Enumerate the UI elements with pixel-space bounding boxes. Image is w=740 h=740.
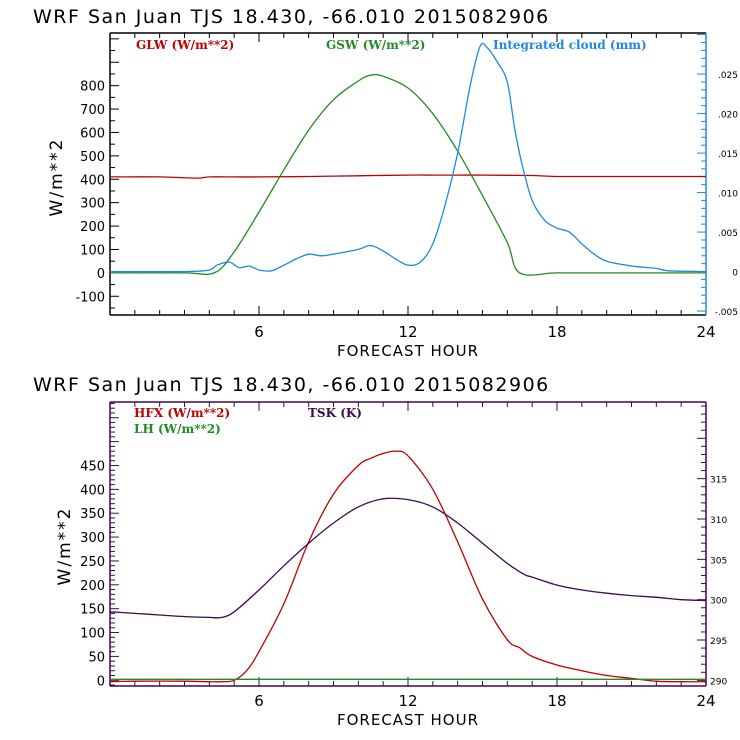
y2-tick-label: .020 xyxy=(718,111,738,121)
legend-glw: GLW (W/m**2) xyxy=(136,38,234,52)
y-tick-label: 250 xyxy=(80,555,105,570)
x-tick-label: 24 xyxy=(696,323,715,341)
y2-tick-label: 0 xyxy=(732,269,738,279)
y-tick-label: -100 xyxy=(75,290,105,305)
y-tick-label: 0 xyxy=(97,674,105,689)
y-tick-label: 700 xyxy=(80,103,105,118)
x-tick-label: 12 xyxy=(398,692,417,710)
y-tick-label: 200 xyxy=(80,579,105,594)
series-line-integrated xyxy=(109,42,707,273)
y-tick-label: 100 xyxy=(80,243,105,258)
x-tick-label: 18 xyxy=(547,323,566,341)
y-axis-label: W/m**2 xyxy=(55,507,75,586)
y2-tick-label: 290 xyxy=(710,677,727,687)
y-tick-label: 400 xyxy=(80,483,105,498)
y2-tick-label: 310 xyxy=(710,516,727,526)
legend-integrated-cloud: Integrated cloud (mm) xyxy=(493,38,647,52)
y2-tick-label: .010 xyxy=(718,190,738,200)
x-tick-label: 6 xyxy=(254,323,264,341)
y2-tick-label: .015 xyxy=(718,150,738,160)
series-line-tsk xyxy=(109,497,707,619)
y-tick-label: 800 xyxy=(80,80,105,95)
y-tick-label: 350 xyxy=(80,507,105,522)
legend-hfx: HFX (W/m**2) xyxy=(134,406,230,420)
y-tick-label: 450 xyxy=(80,459,105,474)
y-tick-label: 300 xyxy=(80,197,105,212)
y-tick-label: 400 xyxy=(80,173,105,188)
y2-tick-label: 295 xyxy=(710,637,727,647)
y-tick-label: 0 xyxy=(97,267,105,282)
y2-tick-label: 305 xyxy=(710,556,727,566)
legend-lh: LH (W/m**2) xyxy=(134,422,221,436)
y2-tick-label: 315 xyxy=(710,476,727,486)
y-tick-label: 200 xyxy=(80,220,105,235)
bottom-chart: WRF San Juan TJS 18.430, -66.010 2015082… xyxy=(33,374,727,729)
series-line-glw xyxy=(109,174,706,179)
x-axis-label: FORECAST HOUR xyxy=(337,711,479,729)
x-tick-label: 24 xyxy=(696,692,715,710)
chart-title: WRF San Juan TJS 18.430, -66.010 2015082… xyxy=(33,6,550,28)
series-line-gsw xyxy=(109,73,706,276)
y2-tick-label: .025 xyxy=(718,71,738,81)
legend-tsk: TSK (K) xyxy=(308,406,362,420)
y2-tick-label: -.005 xyxy=(715,308,738,318)
y2-tick-label: .005 xyxy=(718,229,738,239)
x-tick-label: 6 xyxy=(254,692,264,710)
top-chart: WRF San Juan TJS 18.430, -66.010 2015082… xyxy=(33,6,738,360)
y-axis-label: W/m**2 xyxy=(47,138,67,217)
series-line-hfx xyxy=(109,450,707,683)
y-tick-label: 50 xyxy=(88,650,105,665)
chart-title: WRF San Juan TJS 18.430, -66.010 2015082… xyxy=(33,374,550,396)
y-tick-label: 150 xyxy=(80,603,105,618)
y-tick-label: 500 xyxy=(80,150,105,165)
legend-gsw: GSW (W/m**2) xyxy=(326,38,425,52)
y-tick-label: 100 xyxy=(80,627,105,642)
x-axis-label: FORECAST HOUR xyxy=(337,342,479,360)
y2-tick-label: 300 xyxy=(710,597,727,607)
y-tick-label: 300 xyxy=(80,531,105,546)
y-tick-label: 600 xyxy=(80,126,105,141)
x-tick-label: 18 xyxy=(547,692,566,710)
x-tick-label: 12 xyxy=(398,323,417,341)
